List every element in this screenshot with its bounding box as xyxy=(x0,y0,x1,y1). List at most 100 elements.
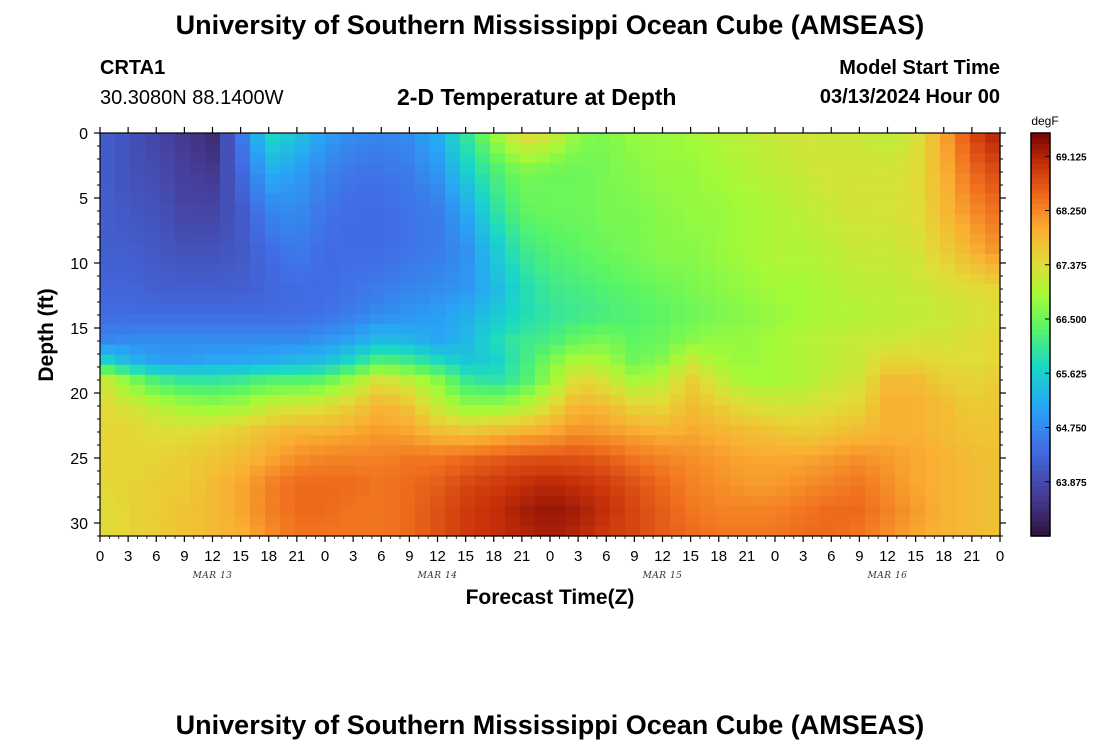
heatmap-cell xyxy=(385,274,401,285)
heatmap-cell xyxy=(670,213,686,225)
heatmap-cell xyxy=(655,243,671,255)
heatmap-cell xyxy=(775,455,791,467)
heatmap-cell xyxy=(880,445,896,456)
heatmap-cell xyxy=(250,364,266,376)
heatmap-cell xyxy=(640,183,656,195)
heatmap-cell xyxy=(220,183,236,195)
heatmap-cell xyxy=(775,435,791,446)
heatmap-cell xyxy=(520,354,536,366)
heatmap-cell xyxy=(205,143,221,154)
heatmap-cell xyxy=(400,274,416,285)
heatmap-cell xyxy=(745,153,761,164)
heatmap-cell xyxy=(610,284,626,295)
heatmap-cell xyxy=(715,253,731,265)
heatmap-cell xyxy=(460,324,476,336)
heatmap-cell xyxy=(100,465,116,477)
heatmap-cell xyxy=(310,193,326,205)
heatmap-cell xyxy=(700,334,716,346)
heatmap-cell xyxy=(535,253,551,265)
heatmap-cell xyxy=(490,324,506,336)
heatmap-cell xyxy=(625,334,641,346)
heatmap-cell xyxy=(985,344,1001,356)
heatmap-cell xyxy=(625,314,641,326)
heatmap-cell xyxy=(970,213,986,225)
heatmap-cell xyxy=(550,233,566,245)
heatmap-cell xyxy=(820,143,836,154)
heatmap-cell xyxy=(835,425,851,436)
heatmap-cell xyxy=(385,354,401,366)
colorbar-segment xyxy=(1031,374,1050,381)
heatmap-cell xyxy=(805,364,821,376)
heatmap-cell xyxy=(595,274,611,285)
heatmap-cell xyxy=(955,193,971,205)
heatmap-cell xyxy=(415,374,431,386)
heatmap-cell xyxy=(100,183,116,195)
heatmap-cell xyxy=(700,193,716,205)
heatmap-cell xyxy=(685,163,701,174)
heatmap-cell xyxy=(610,525,626,537)
x-axis-label: Forecast Time(Z) xyxy=(466,586,635,609)
heatmap-cell xyxy=(130,183,146,195)
heatmap-cell xyxy=(670,324,686,336)
heatmap-cell xyxy=(115,515,131,527)
heatmap-cell xyxy=(850,425,866,436)
heatmap-cell xyxy=(970,163,986,174)
heatmap-cell xyxy=(490,405,506,416)
heatmap-cell xyxy=(325,415,341,426)
heatmap-cell xyxy=(820,193,836,205)
heatmap-cell xyxy=(325,294,341,305)
heatmap-cell xyxy=(460,445,476,456)
heatmap-cell xyxy=(640,384,656,396)
heatmap-cell xyxy=(130,495,146,507)
heatmap-cell xyxy=(115,425,131,436)
heatmap-cell xyxy=(880,344,896,356)
heatmap-cell xyxy=(715,173,731,184)
heatmap-cell xyxy=(580,163,596,174)
heatmap-cell xyxy=(370,233,386,245)
heatmap-cell xyxy=(220,435,236,446)
heatmap-cell xyxy=(295,193,311,205)
heatmap-cell xyxy=(895,374,911,386)
heatmap-cell xyxy=(340,243,356,255)
colorbar-segment xyxy=(1031,465,1050,472)
heatmap-cell xyxy=(145,233,161,245)
heatmap-cell xyxy=(490,173,506,184)
heatmap-cell xyxy=(910,314,926,326)
heatmap-cell xyxy=(220,233,236,245)
heatmap-cell xyxy=(475,153,491,164)
heatmap-cell xyxy=(535,425,551,436)
heatmap-cell xyxy=(595,193,611,205)
heatmap-cell xyxy=(700,223,716,235)
heatmap-cell xyxy=(805,475,821,487)
heatmap-cell xyxy=(805,384,821,396)
heatmap-cell xyxy=(100,344,116,356)
heatmap-cell xyxy=(370,384,386,396)
heatmap-cell xyxy=(655,324,671,336)
heatmap-cell xyxy=(145,465,161,477)
heatmap-cell xyxy=(205,334,221,346)
heatmap-cell xyxy=(775,405,791,416)
heatmap-cell xyxy=(655,294,671,305)
heatmap-cell xyxy=(340,274,356,285)
heatmap-cell xyxy=(955,324,971,336)
heatmap-cell xyxy=(250,213,266,225)
heatmap-cell xyxy=(820,455,836,467)
heatmap-cell xyxy=(145,253,161,265)
heatmap-cell xyxy=(670,253,686,265)
heatmap-cell xyxy=(550,475,566,487)
heatmap-cell xyxy=(640,425,656,436)
heatmap-cell xyxy=(595,455,611,467)
colorbar-segment xyxy=(1031,148,1050,154)
heatmap-cell xyxy=(445,485,461,497)
heatmap-cell xyxy=(355,223,371,235)
heatmap-cell xyxy=(550,405,566,416)
heatmap-cell xyxy=(640,344,656,356)
heatmap-cell xyxy=(115,304,131,315)
heatmap-cell xyxy=(430,475,446,487)
heatmap-cell xyxy=(805,435,821,446)
heatmap-cell xyxy=(415,223,431,235)
heatmap-cell xyxy=(250,133,266,144)
heatmap-cell xyxy=(625,304,641,315)
heatmap-cell xyxy=(325,515,341,527)
heatmap-cell xyxy=(670,485,686,497)
